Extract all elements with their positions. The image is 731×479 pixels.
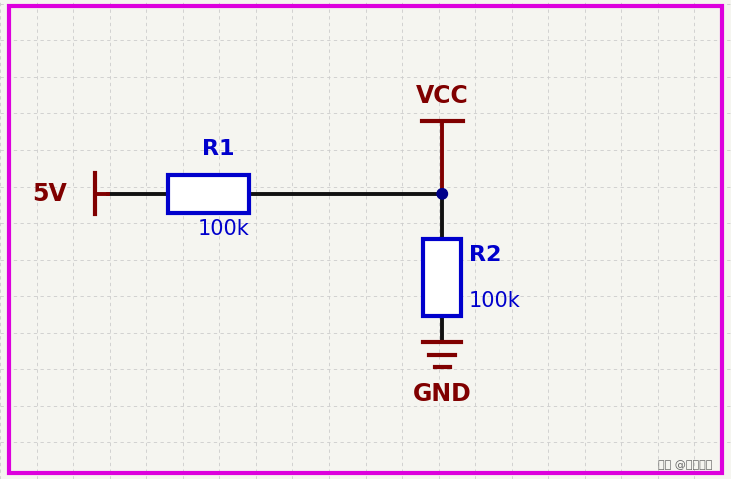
Text: 5V: 5V xyxy=(32,182,67,206)
Text: GND: GND xyxy=(413,382,471,406)
Text: 100k: 100k xyxy=(469,291,520,311)
Text: 头条 @电卦药丸: 头条 @电卦药丸 xyxy=(659,460,713,470)
Text: R2: R2 xyxy=(469,245,501,265)
Bar xyxy=(423,240,461,316)
Text: 100k: 100k xyxy=(197,219,249,239)
Bar xyxy=(168,175,249,213)
Circle shape xyxy=(437,189,447,199)
Text: VCC: VCC xyxy=(416,83,469,108)
Text: R1: R1 xyxy=(202,139,235,159)
